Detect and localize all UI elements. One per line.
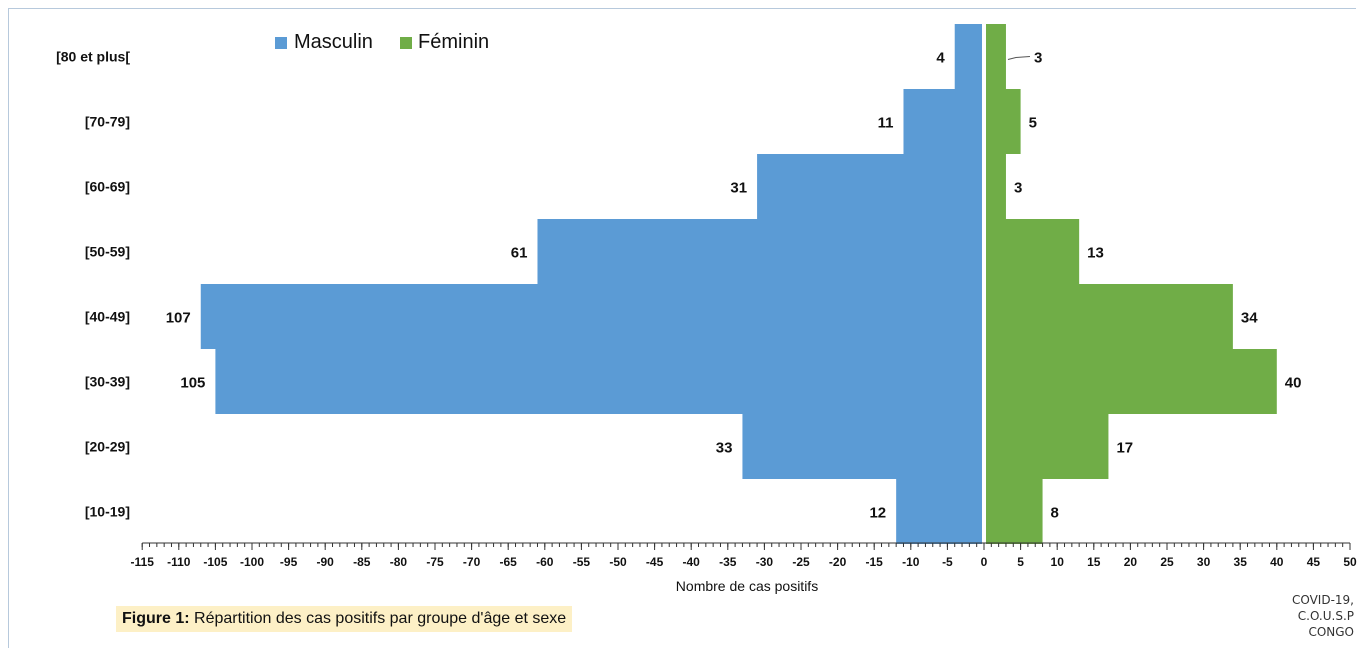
x-tick-label-27: 15 <box>1087 555 1101 569</box>
bar-masculin-6 <box>757 154 982 219</box>
x-tick-label-10: -70 <box>463 555 481 569</box>
x-tick-label-22: -10 <box>902 555 920 569</box>
x-tick-label-23: -5 <box>942 555 953 569</box>
bar-masculin-2 <box>742 414 982 479</box>
data-label-feminin-8: 3 <box>1034 50 1042 67</box>
bar-feminin-5 <box>986 219 1080 284</box>
data-label-masculin-5: 61 <box>511 245 528 262</box>
bar-masculin-7 <box>903 89 982 154</box>
x-tick-label-18: -30 <box>756 555 774 569</box>
x-tick-label-31: 35 <box>1234 555 1248 569</box>
data-label-leader-line <box>1007 56 1030 60</box>
figure-caption-prefix: Figure 1: <box>122 610 190 627</box>
legend-swatch-masculin <box>275 37 287 49</box>
x-tick-label-11: -65 <box>500 555 518 569</box>
x-tick-label-21: -15 <box>866 555 884 569</box>
bar-masculin-3 <box>215 349 982 414</box>
data-label-feminin-1: 8 <box>1051 505 1059 522</box>
x-tick-label-12: -60 <box>536 555 554 569</box>
x-tick-label-30: 30 <box>1197 555 1211 569</box>
x-tick-label-1: -115 <box>131 555 155 569</box>
data-label-masculin-2: 33 <box>716 440 733 457</box>
x-tick-label-14: -50 <box>609 555 627 569</box>
data-label-masculin-1: 12 <box>869 505 886 522</box>
x-tick-label-29: 25 <box>1160 555 1174 569</box>
data-label-masculin-7: 11 <box>878 115 894 132</box>
credit-line-1: COVID-19, <box>1291 593 1354 607</box>
category-label-3: [30-39] <box>85 374 130 390</box>
x-tick-label-16: -40 <box>683 555 701 569</box>
legend-label-feminin: Féminin <box>418 31 489 53</box>
x-axis-title: Nombre de cas positifs <box>676 578 818 594</box>
bar-feminin-2 <box>986 414 1109 479</box>
source-credit: COVID-19, C.O.U.S.P CONGO <box>1284 592 1354 640</box>
figure-caption-text: Répartition des cas positifs par groupe … <box>189 610 567 627</box>
x-tick-label-5: -95 <box>280 555 298 569</box>
category-label-5: [50-59] <box>85 244 130 260</box>
bar-masculin-5 <box>537 219 982 284</box>
credit-line-3: CONGO <box>1308 625 1354 639</box>
x-tick-label-25: 5 <box>1017 555 1024 569</box>
x-tick-label-13: -55 <box>573 555 591 569</box>
x-tick-label-24: 0 <box>981 555 988 569</box>
data-label-masculin-4: 107 <box>166 310 191 327</box>
bar-feminin-4 <box>986 284 1233 349</box>
data-label-masculin-8: 4 <box>936 50 945 67</box>
bar-masculin-8 <box>954 24 982 89</box>
data-label-feminin-7: 5 <box>1029 115 1037 132</box>
data-label-feminin-4: 34 <box>1241 310 1258 327</box>
x-tick-label-34: 50 <box>1343 555 1357 569</box>
legend-swatch-feminin <box>400 37 412 49</box>
bar-masculin-4 <box>200 284 982 349</box>
x-tick-label-4: -100 <box>240 555 264 569</box>
category-label-2: [20-29] <box>85 439 130 455</box>
bar-feminin-7 <box>986 89 1021 154</box>
legend-label-masculin: Masculin <box>294 31 373 53</box>
x-tick-label-32: 40 <box>1270 555 1284 569</box>
x-axis-minor-ticks <box>141 543 1351 547</box>
x-tick-label-2: -110 <box>167 555 191 569</box>
bar-feminin-8 <box>986 24 1006 89</box>
bar-feminin-1 <box>986 479 1043 544</box>
category-label-1: [10-19] <box>85 504 130 520</box>
x-tick-label-15: -45 <box>646 555 664 569</box>
x-tick-label-3: -105 <box>203 555 227 569</box>
data-label-feminin-5: 13 <box>1087 245 1104 262</box>
data-label-feminin-3: 40 <box>1285 375 1302 392</box>
category-label-6: [60-69] <box>85 179 130 195</box>
x-tick-label-17: -35 <box>719 555 737 569</box>
category-label-8: [80 et plus[ <box>56 49 130 65</box>
figure-caption: Figure 1: Répartition des cas positifs p… <box>116 606 573 632</box>
x-tick-label-7: -85 <box>353 555 371 569</box>
x-tick-label-20: -20 <box>829 555 847 569</box>
credit-line-2: C.O.U.S.P <box>1297 609 1354 623</box>
bar-feminin-3 <box>986 349 1277 414</box>
x-tick-label-9: -75 <box>426 555 444 569</box>
data-label-feminin-2: 17 <box>1116 440 1133 457</box>
x-tick-label-19: -25 <box>792 555 810 569</box>
chart-frame <box>8 8 1356 648</box>
bar-masculin-1 <box>896 479 982 544</box>
data-label-masculin-3: 105 <box>180 375 205 392</box>
category-label-7: [70-79] <box>85 114 130 130</box>
bar-feminin-6 <box>986 154 1006 219</box>
x-tick-label-33: 45 <box>1307 555 1321 569</box>
x-tick-label-26: 10 <box>1051 555 1065 569</box>
data-label-feminin-6: 3 <box>1014 180 1022 197</box>
x-tick-label-8: -80 <box>390 555 408 569</box>
x-tick-label-28: 20 <box>1124 555 1138 569</box>
category-label-4: [40-49] <box>85 309 130 325</box>
x-tick-label-6: -90 <box>317 555 335 569</box>
data-label-masculin-6: 31 <box>730 180 747 197</box>
